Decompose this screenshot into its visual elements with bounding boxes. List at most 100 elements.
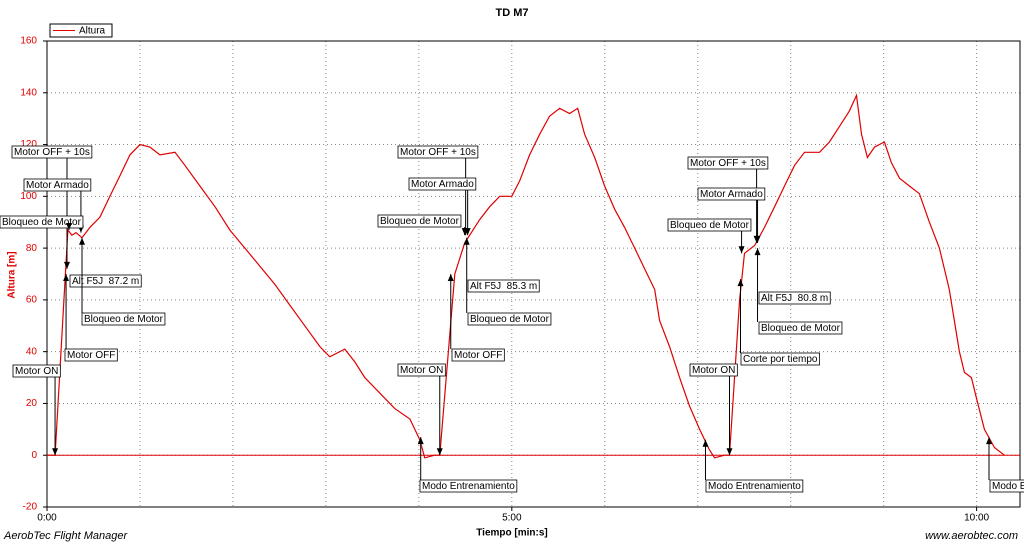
annotation-box xyxy=(697,187,766,201)
annotation-box xyxy=(69,274,142,288)
x-tick-label: 5:00 xyxy=(502,513,522,524)
data-line xyxy=(47,93,1005,459)
annotation: Bloqueo de Motor xyxy=(463,237,552,326)
annotation-box xyxy=(81,312,166,326)
y-tick-label: 20 xyxy=(26,398,38,409)
annotation: Motor OFF + 10s xyxy=(687,156,769,243)
arrow-head xyxy=(726,448,733,456)
annotation-label: Modo Entrenamiento xyxy=(422,481,515,492)
annotation-box xyxy=(989,479,1024,493)
annotation-label: Motor OFF + 10s xyxy=(690,158,766,169)
annotation-label: Motor OFF xyxy=(454,350,502,361)
annotation: Modo Entrenamiento xyxy=(986,437,1024,493)
annotation-box xyxy=(12,364,61,378)
annotation-box xyxy=(64,348,118,362)
annotation: Alt F5J 85.3 m xyxy=(467,279,540,293)
y-tick-label: 100 xyxy=(20,191,37,202)
annotation-box xyxy=(397,363,446,377)
annotation-label: Bloqueo de Motor xyxy=(470,314,550,325)
annotation: Modo Entrenamiento xyxy=(702,439,804,493)
annotation-box xyxy=(11,145,93,159)
annotation-label: Modo Entrenamiento xyxy=(708,481,801,492)
arrow-head xyxy=(754,248,761,256)
annotation-box xyxy=(467,279,540,293)
annotation-label: Alt F5J 80.8 m xyxy=(761,293,828,304)
annotation-label: Motor ON xyxy=(400,365,443,376)
annotation: Motor ON xyxy=(689,363,738,456)
arrow-head xyxy=(63,261,70,269)
annotation-box xyxy=(687,156,769,170)
legend-box xyxy=(49,23,113,38)
annotation-box xyxy=(0,215,84,229)
annotation-label: Bloqueo de Motor xyxy=(2,217,82,228)
annotation: Motor ON xyxy=(12,364,61,456)
arrow-head xyxy=(79,237,86,245)
x-tick-label: 0:00 xyxy=(37,513,57,524)
arrow-head xyxy=(52,448,59,456)
y-tick-label: 0 xyxy=(31,450,37,461)
annotation-label: Motor OFF xyxy=(67,350,115,361)
annotation: Motor ON xyxy=(397,363,446,456)
y-tick-label: 120 xyxy=(20,139,37,150)
annotation-label: Modo Entrenamiento xyxy=(992,481,1024,492)
arrow-head xyxy=(63,274,70,281)
annotation-box xyxy=(377,214,462,228)
annotation: Motor Armado xyxy=(408,177,477,236)
annotation: Alt F5J 80.8 m xyxy=(758,291,831,305)
annotation: Motor OFF + 10s xyxy=(397,145,479,236)
x-tick-label: 10:00 xyxy=(964,513,989,524)
annotation-label: Bloqueo de Motor xyxy=(84,314,164,325)
annotation-label: Motor ON xyxy=(692,365,735,376)
arrow-head xyxy=(66,222,73,230)
annotation-label: Bloqueo de Motor xyxy=(670,220,750,231)
annotation: Bloqueo de Motor xyxy=(0,215,84,230)
annotation-box xyxy=(740,352,820,366)
annotation-label: Motor OFF + 10s xyxy=(14,147,90,158)
annotation-label: Bloqueo de Motor xyxy=(380,216,460,227)
annotation: Motor OFF + 10s xyxy=(11,145,93,269)
arrow-head xyxy=(754,235,761,243)
annotation: Alt F5J 87.2 m xyxy=(69,274,142,288)
annotation: Bloqueo de Motor xyxy=(79,237,166,326)
y-tick-label: 60 xyxy=(26,295,38,306)
annotation-label: Motor Armado xyxy=(411,179,474,190)
annotation-box xyxy=(667,218,752,232)
annotation: Motor OFF xyxy=(63,274,118,362)
annotation-box xyxy=(689,363,738,377)
annotation: Bloqueo de Motor xyxy=(754,248,843,335)
arrow-head xyxy=(463,237,470,245)
annotation-box xyxy=(705,479,804,493)
annotation-label: Motor Armado xyxy=(26,180,89,191)
annotation-label: Corte por tiempo xyxy=(743,354,818,365)
annotation-box xyxy=(758,291,831,305)
y-tick-label: 160 xyxy=(20,36,37,47)
arrow-head xyxy=(738,246,745,254)
footer-right: www.aerobtec.com xyxy=(925,530,1018,542)
annotation: Corte por tiempo xyxy=(737,279,820,366)
annotation-label: Alt F5J 87.2 m xyxy=(72,276,139,287)
x-axis-label: Tiempo [min:s] xyxy=(476,528,547,539)
plot-frame xyxy=(46,40,1021,508)
y-tick-label: 80 xyxy=(26,243,38,254)
annotation-label: Motor ON xyxy=(15,366,58,377)
arrow-head xyxy=(702,439,709,447)
annotation-label: Bloqueo de Motor xyxy=(761,323,841,334)
arrow-head xyxy=(417,437,424,445)
annotation-label: Motor OFF + 10s xyxy=(400,147,476,158)
annotation-label: Alt F5J 85.3 m xyxy=(470,281,537,292)
y-tick-label: 140 xyxy=(20,87,37,98)
y-axis-label: Altura [m] xyxy=(7,251,18,298)
footer-left: AerobTec Flight Manager xyxy=(3,530,128,542)
annotation-box xyxy=(408,177,477,191)
annotation-box xyxy=(397,145,479,159)
annotation: Bloqueo de Motor xyxy=(667,218,752,254)
arrow-head xyxy=(986,437,993,445)
annotation-box xyxy=(23,178,92,192)
legend-label: Altura xyxy=(79,26,106,37)
annotation-box xyxy=(758,321,843,335)
chart-title: TD M7 xyxy=(496,7,529,19)
arrow-head xyxy=(464,228,471,236)
annotation: Motor OFF xyxy=(447,274,505,362)
arrow-head xyxy=(436,448,443,456)
